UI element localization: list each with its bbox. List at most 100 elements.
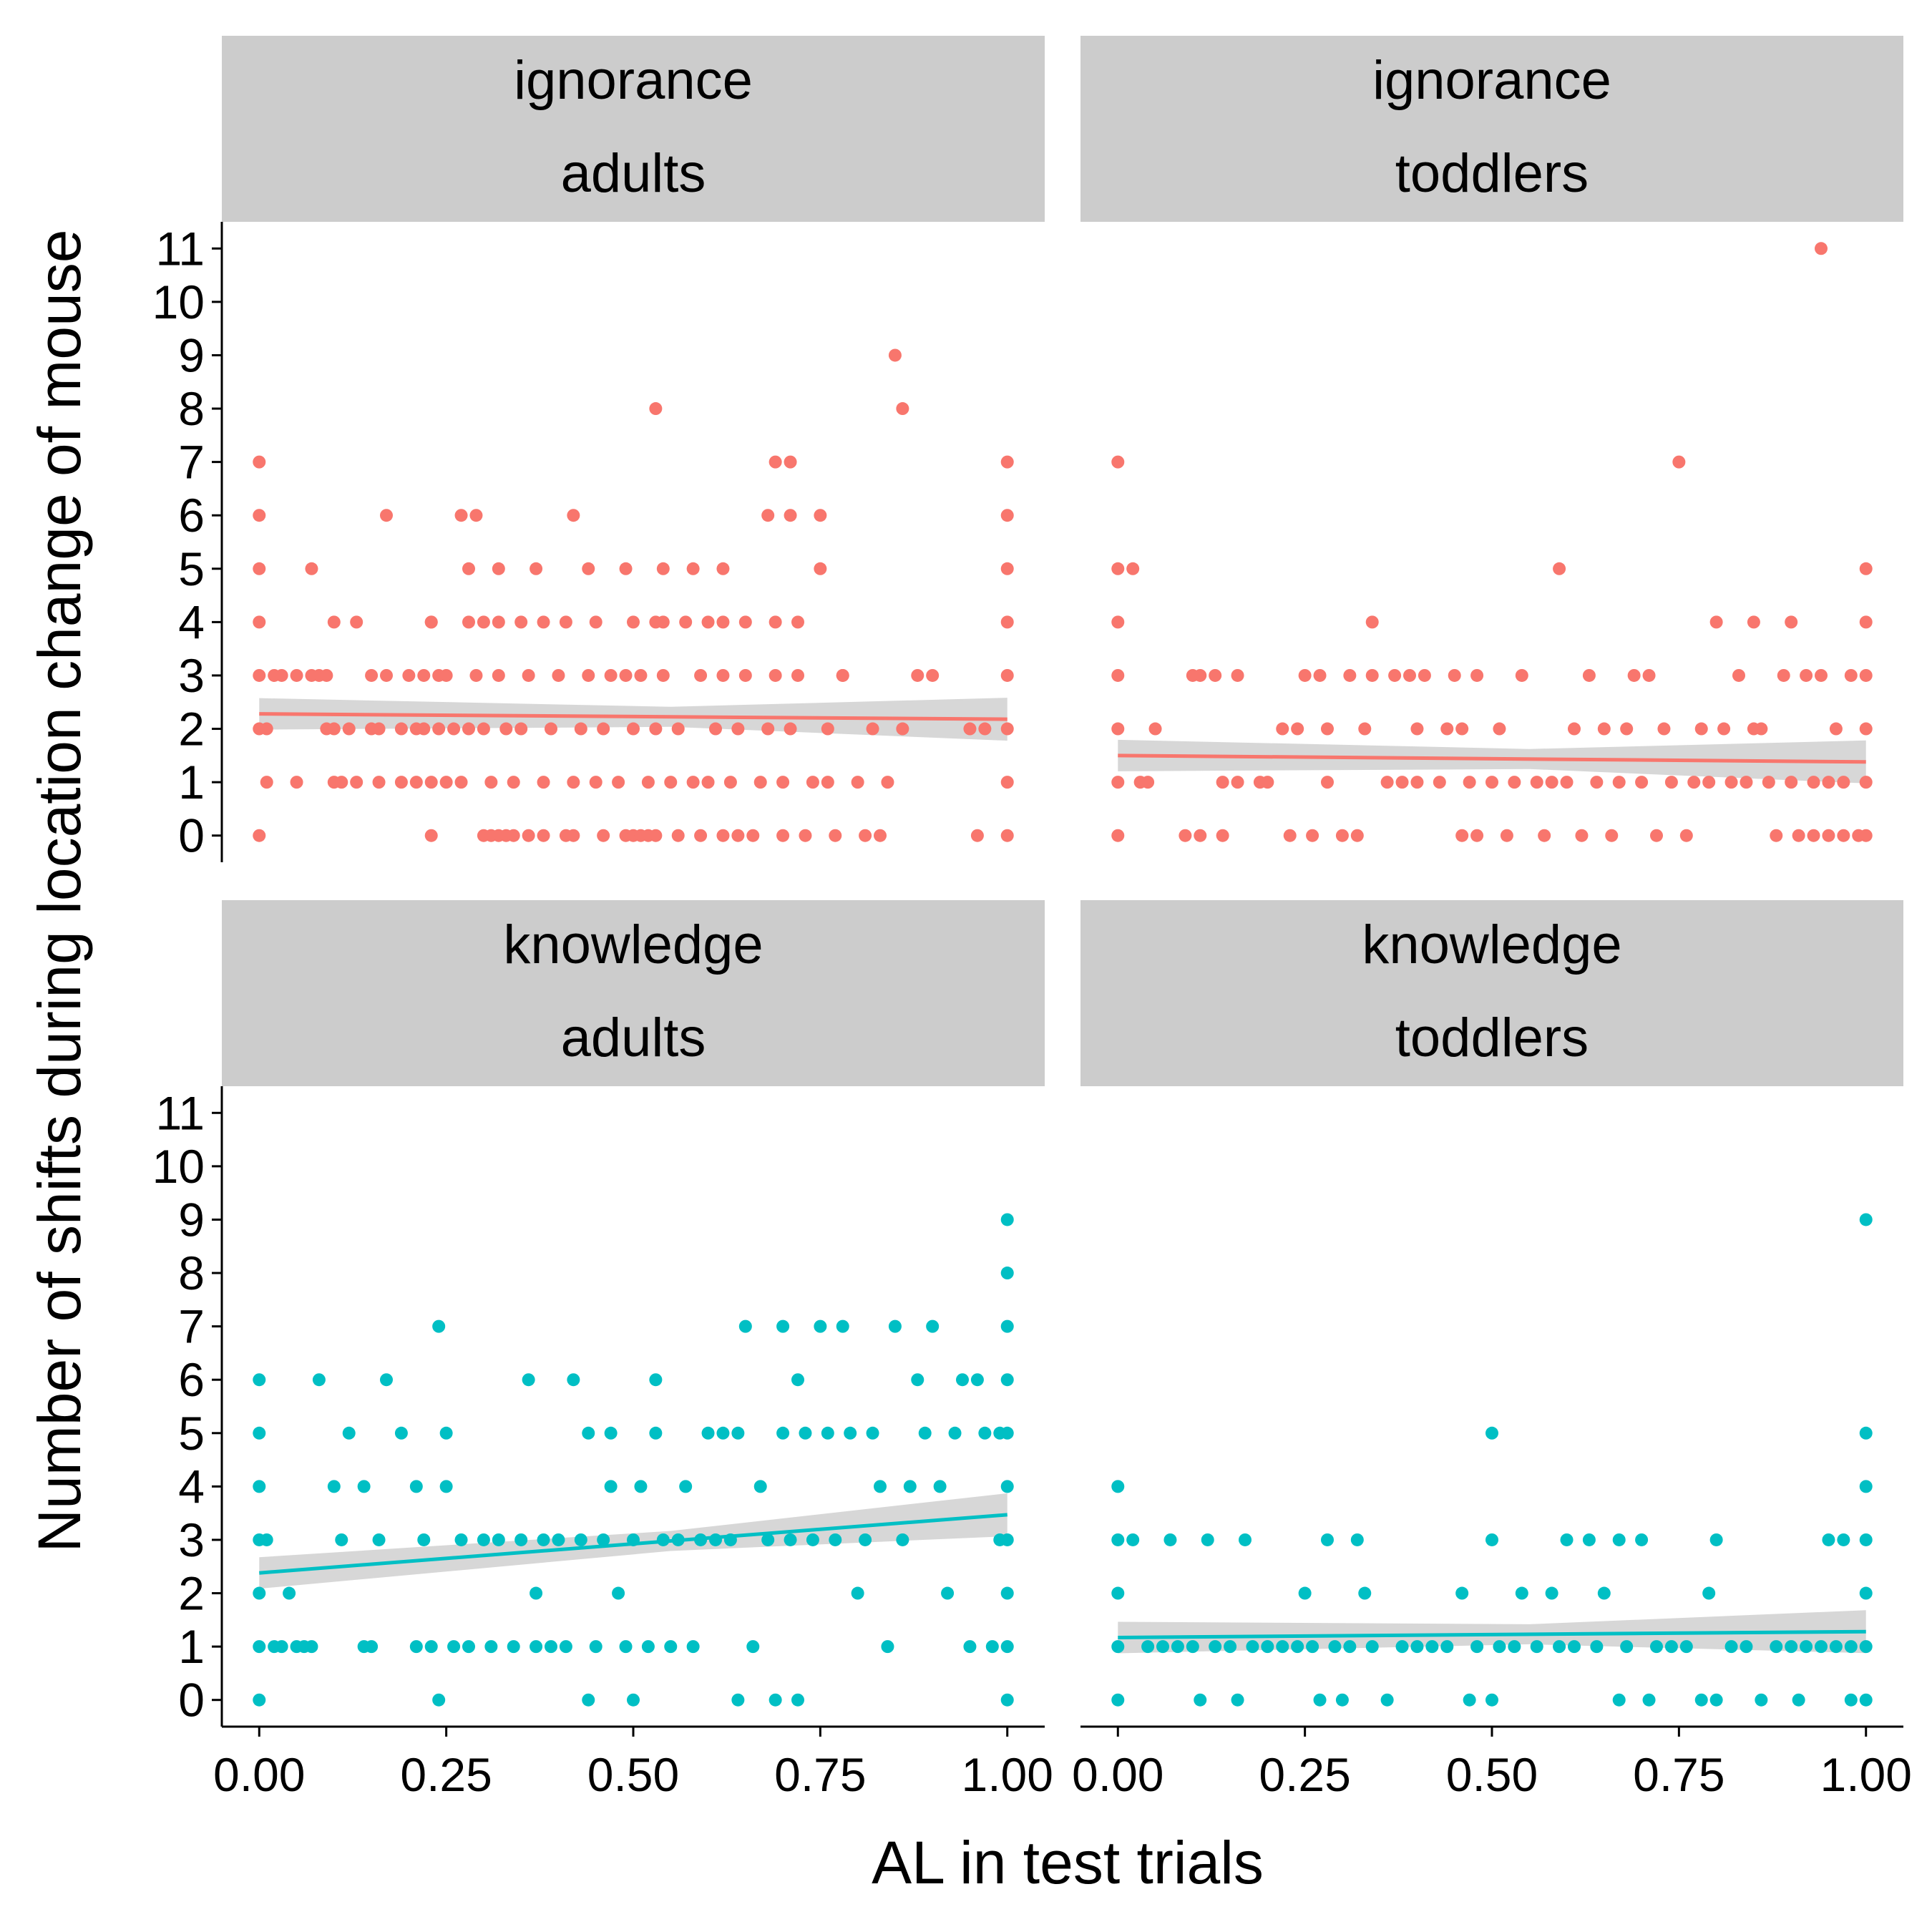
data-point	[372, 776, 386, 789]
data-point	[1000, 1640, 1014, 1654]
data-point	[649, 1373, 663, 1387]
strip-label-group: adults	[561, 143, 706, 204]
data-point	[417, 668, 431, 682]
data-point	[514, 722, 528, 736]
data-point	[1111, 1480, 1125, 1493]
data-point	[1380, 1693, 1394, 1707]
data-point	[881, 776, 894, 789]
data-point	[1000, 1267, 1014, 1280]
data-point	[477, 722, 490, 736]
data-point	[537, 829, 550, 842]
data-point	[649, 829, 663, 842]
data-point	[649, 1426, 663, 1440]
data-point	[963, 1640, 977, 1654]
data-point	[709, 722, 722, 736]
y-tick-label: 10	[152, 1140, 205, 1193]
data-point	[1859, 1480, 1873, 1493]
data-point	[305, 562, 318, 575]
data-point	[1455, 722, 1469, 736]
data-point	[1455, 829, 1469, 842]
data-point	[424, 1640, 438, 1654]
data-point	[1702, 776, 1716, 789]
data-point	[320, 668, 333, 682]
data-point	[462, 615, 475, 629]
data-point	[1194, 668, 1207, 682]
data-point	[559, 1640, 572, 1654]
data-point	[1163, 1533, 1177, 1546]
data-point	[612, 776, 625, 789]
data-point	[784, 509, 797, 522]
data-point	[1000, 1693, 1014, 1707]
data-point	[1388, 668, 1402, 682]
data-point	[545, 722, 557, 736]
data-point	[1111, 615, 1125, 629]
data-point	[1239, 1533, 1252, 1546]
data-point	[799, 1426, 812, 1440]
data-point	[1792, 829, 1805, 842]
data-point	[761, 509, 775, 522]
data-point	[454, 509, 468, 522]
data-point	[260, 776, 273, 789]
data-point	[1111, 776, 1125, 789]
data-point	[380, 509, 393, 522]
y-axis-title: Number of shifts during location change …	[26, 229, 93, 1552]
data-point	[462, 562, 475, 575]
data-point	[701, 1426, 715, 1440]
data-point	[253, 1426, 266, 1440]
data-point	[1642, 668, 1656, 682]
data-point	[253, 1480, 266, 1493]
data-point	[589, 615, 602, 629]
data-point	[1545, 776, 1558, 789]
data-point	[1590, 776, 1604, 789]
data-point	[1859, 1693, 1873, 1707]
data-point	[1179, 829, 1192, 842]
data-point	[477, 615, 490, 629]
data-point	[335, 1533, 348, 1546]
data-point	[492, 562, 505, 575]
strip-label-condition: ignorance	[514, 50, 753, 111]
data-point	[567, 1373, 580, 1387]
data-point	[738, 668, 752, 682]
data-point	[1224, 1640, 1237, 1654]
data-point	[499, 722, 513, 736]
data-point	[634, 668, 648, 682]
y-tick-label: 6	[178, 1353, 205, 1406]
data-point	[1702, 1586, 1716, 1600]
data-point	[1000, 776, 1014, 789]
data-point	[791, 615, 804, 629]
data-point	[1455, 1586, 1469, 1600]
data-point	[350, 776, 364, 789]
data-point	[1000, 1426, 1014, 1440]
data-point	[1859, 1213, 1873, 1226]
data-point	[1313, 1693, 1327, 1707]
data-point	[312, 1373, 326, 1387]
data-point	[462, 722, 475, 736]
data-point	[1612, 776, 1626, 789]
data-point	[1186, 1640, 1199, 1654]
data-point	[664, 1640, 678, 1654]
data-point	[1650, 829, 1663, 842]
data-point	[679, 615, 693, 629]
data-point	[1141, 776, 1155, 789]
data-point	[1785, 776, 1798, 789]
data-point	[1111, 722, 1125, 736]
data-point	[454, 1533, 468, 1546]
data-point	[514, 1533, 528, 1546]
data-point	[253, 562, 266, 575]
data-point	[1000, 1533, 1014, 1546]
data-point	[723, 776, 737, 789]
data-point	[394, 1426, 408, 1440]
data-point	[574, 722, 587, 736]
data-point	[1508, 776, 1521, 789]
data-point	[911, 1373, 924, 1387]
data-point	[731, 722, 745, 736]
data-point	[380, 1373, 393, 1387]
data-point	[530, 1640, 543, 1654]
data-point	[514, 615, 528, 629]
data-point	[380, 668, 393, 682]
data-point	[1276, 722, 1289, 736]
data-point	[1597, 1586, 1611, 1600]
data-point	[1859, 722, 1873, 736]
data-point	[253, 829, 266, 842]
data-point	[1620, 1640, 1634, 1654]
